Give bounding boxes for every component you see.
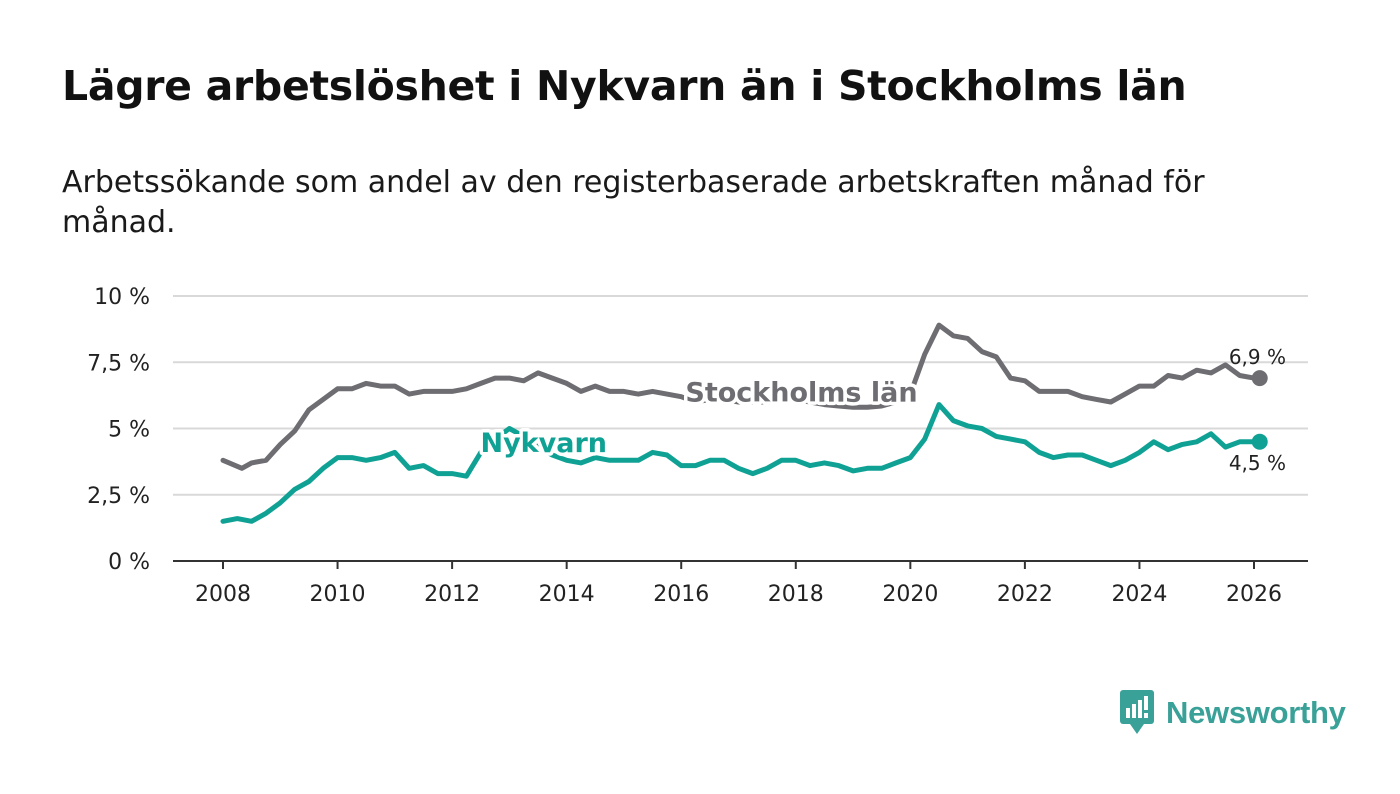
y-tick-label: 10 % <box>94 285 150 310</box>
series-label-stockholms-l-n: Stockholms län <box>685 377 917 408</box>
newsworthy-logo[interactable]: Newsworthy <box>1120 690 1346 736</box>
end-value-label-nykvarn: 4,5 % <box>1229 451 1286 475</box>
x-tick-label: 2008 <box>195 582 251 607</box>
newsworthy-logo-icon <box>1120 690 1154 734</box>
x-tick-label: 2026 <box>1226 582 1282 607</box>
x-tick-label: 2022 <box>997 582 1053 607</box>
end-point-stockholms-l-n <box>1251 370 1268 387</box>
x-tick-label: 2010 <box>310 582 366 607</box>
end-value-label-stockholms-l-n: 6,9 % <box>1229 345 1286 369</box>
x-axis: 2008 2010 2012 2014 2016 2018 2020 2022 2024 2026 <box>173 560 1308 607</box>
end-point-nykvarn <box>1251 433 1268 450</box>
chart-title: Lägre arbetslöshet i Nykvarn än i Stockh… <box>62 62 1187 110</box>
x-tick-label: 2018 <box>768 582 824 607</box>
chart-subtitle: Arbetssökande som andel av den registerb… <box>62 165 1205 240</box>
series-line-stockholms-l-n <box>220 322 1263 471</box>
x-tick-label: 2016 <box>653 582 709 607</box>
x-tick-label: 2014 <box>539 582 595 607</box>
series-layer <box>220 322 1268 524</box>
y-axis: 0 % 2,5 % 5 % 7,5 % 10 % <box>87 285 150 575</box>
y-tick-label: 7,5 % <box>87 351 150 376</box>
y-tick-label: 0 % <box>108 550 150 575</box>
series-label-nykvarn: Nykvarn <box>480 428 607 459</box>
grid-layer <box>173 295 1308 496</box>
y-tick-label: 2,5 % <box>87 484 150 509</box>
series-labels: Stockholms län 6,9 % Nykvarn 4,5 % <box>477 345 1286 475</box>
brand-name: Newsworthy <box>1166 695 1346 730</box>
x-tick-label: 2012 <box>424 582 480 607</box>
y-tick-label: 5 % <box>108 418 150 443</box>
series-line-nykvarn <box>220 402 1263 524</box>
x-tick-label: 2020 <box>882 582 938 607</box>
x-tick-label: 2024 <box>1111 582 1167 607</box>
